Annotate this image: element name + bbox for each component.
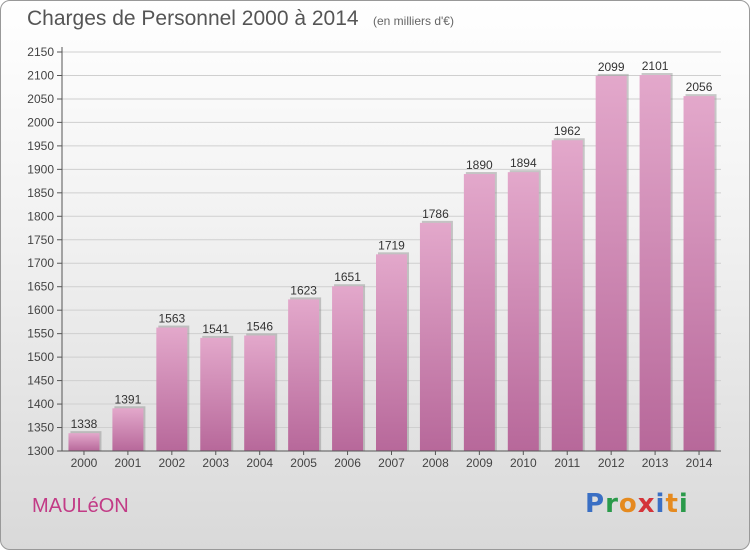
y-tick-label: 1850: [27, 186, 54, 200]
x-tick-label: 2009: [466, 456, 493, 470]
bar-2006: [332, 286, 364, 451]
proxiti-logo[interactable]: Proxiti: [585, 489, 689, 519]
y-tick-label: 1500: [27, 350, 54, 364]
x-tick-label: 2005: [290, 456, 317, 470]
data-label: 1338: [71, 417, 98, 431]
y-tick-label: 2050: [27, 92, 54, 106]
bar-2014: [683, 96, 715, 452]
data-label: 1786: [422, 207, 449, 221]
y-tick-label: 2100: [27, 68, 54, 82]
data-label: 1651: [334, 270, 361, 284]
y-tick-label: 1400: [27, 397, 54, 411]
data-label: 1391: [115, 392, 142, 406]
bar-2003: [200, 337, 232, 451]
y-tick-label: 1550: [27, 327, 54, 341]
x-tick-label: 2008: [422, 456, 449, 470]
logo-letter: i: [678, 489, 689, 519]
chart-subtitle: (en milliers d'€): [373, 14, 454, 28]
bar-2002: [156, 327, 188, 451]
y-tick-label: 1750: [27, 233, 54, 247]
y-tick-label: 1450: [27, 374, 54, 388]
y-tick-label: 1600: [27, 303, 54, 317]
logo-letter: t: [665, 489, 679, 519]
bar-2008: [419, 222, 451, 451]
data-label: 1546: [246, 320, 273, 334]
y-tick-label: 1800: [27, 209, 54, 223]
x-tick-label: 2000: [71, 456, 98, 470]
bar-2012: [595, 75, 627, 451]
data-label: 1894: [510, 156, 537, 170]
bar-2007: [376, 254, 407, 451]
bar-2013: [639, 75, 671, 452]
x-tick-label: 2013: [642, 456, 669, 470]
bar-2004: [244, 335, 276, 451]
axes: 1300 1350 1400 1450 1500 1550 1600 1650 1700 1750…: [27, 45, 721, 470]
x-tick-label: 2001: [115, 456, 142, 470]
y-tick-label: 2150: [27, 45, 54, 59]
data-label: 2101: [642, 59, 669, 73]
y-tick-label: 1900: [27, 162, 54, 176]
data-label: 2099: [598, 60, 625, 74]
x-tick-label: 2010: [510, 456, 537, 470]
data-label: 1563: [158, 312, 185, 326]
logo-letter: r: [605, 489, 619, 519]
data-label: 1962: [554, 124, 581, 138]
y-tick-label: 1700: [27, 256, 54, 270]
x-tick-label: 2011: [554, 456, 580, 470]
bar-2011: [551, 140, 583, 452]
data-label: 1541: [202, 322, 229, 336]
data-label: 1890: [466, 158, 493, 172]
y-tick-label: 1350: [27, 421, 54, 435]
x-tick-label: 2007: [378, 456, 405, 470]
data-label: 1719: [378, 238, 405, 252]
town-name: MAULéON: [32, 495, 129, 517]
bar-2009: [463, 174, 495, 451]
bars: [68, 73, 717, 452]
data-label: 1623: [290, 283, 317, 297]
y-tick-label: 2000: [27, 115, 54, 129]
bar-2001: [112, 408, 144, 451]
logo-letter: P: [585, 489, 606, 519]
bar-2010: [507, 172, 539, 451]
x-tick-label: 2006: [334, 456, 361, 470]
x-tick-label: 2002: [158, 456, 185, 470]
logo-letter: o: [618, 489, 638, 519]
x-tick-label: 2004: [246, 456, 273, 470]
x-tick-label: 2014: [686, 456, 713, 470]
y-tick-label: 1300: [27, 444, 54, 458]
logo-letter: x: [637, 489, 656, 519]
x-tick-label: 2012: [598, 456, 625, 470]
data-labels: 1338 1391 1563 1541 1546 1623 1651 1719 1786 1890…: [71, 59, 713, 431]
logo-letter: i: [655, 489, 666, 519]
y-tick-label: 1950: [27, 139, 54, 153]
bar-2000: [68, 433, 100, 451]
data-label: 2056: [686, 80, 713, 94]
bar-2005: [288, 299, 320, 451]
x-tick-label: 2003: [202, 456, 229, 470]
chart-title: Charges de Personnel 2000 à 2014: [27, 7, 359, 30]
y-tick-label: 1650: [27, 280, 54, 294]
